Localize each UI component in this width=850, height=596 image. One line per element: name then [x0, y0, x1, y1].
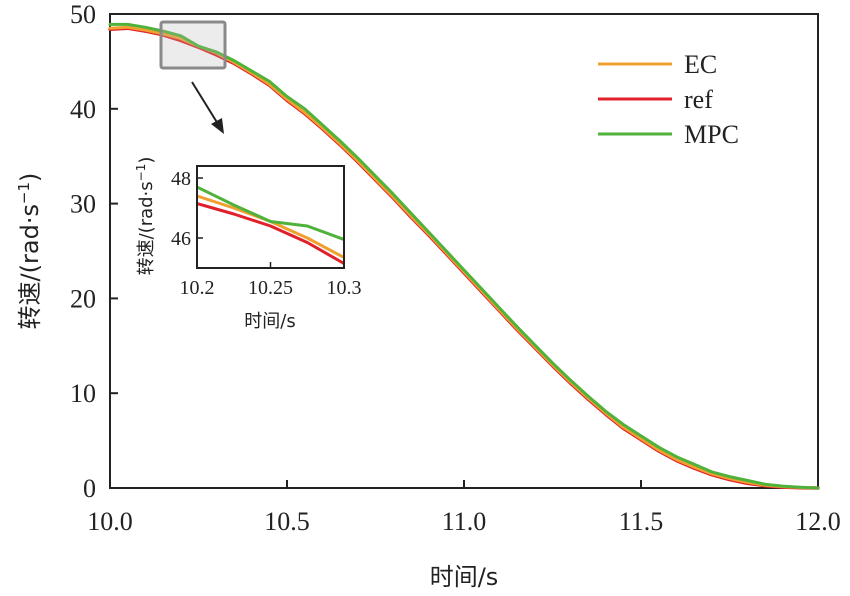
zoom-region-box — [159, 20, 227, 70]
zoom-arrow-head — [211, 118, 224, 134]
x-tick-label: 12.0 — [795, 507, 841, 536]
inset-x-axis-title: 时间/s — [244, 311, 295, 332]
inset-plot: 10.2 10.25 10.3 46 48 时间/s 转速/(rad·s−1) — [134, 157, 362, 332]
inset-y-tick-label: 46 — [171, 228, 191, 250]
legend-label-mpc: MPC — [684, 120, 739, 149]
y-tick-label: 30 — [70, 190, 96, 219]
legend: EC ref MPC — [598, 50, 739, 149]
y-tick-label: 20 — [70, 284, 96, 313]
y-tick-label: 0 — [83, 474, 96, 503]
x-axis-title: 时间/s — [430, 563, 499, 591]
inset-y-tick-label: 48 — [171, 168, 191, 190]
y-axis-title: 转速/(rad·s−1) — [15, 173, 44, 330]
x-tick-label: 10.0 — [87, 507, 133, 536]
main-ticks: 10.0 10.5 11.0 11.5 12.0 0 10 20 30 40 50 — [70, 0, 841, 536]
x-tick-label: 10.5 — [264, 507, 310, 536]
inset-ticks: 10.2 10.25 10.3 46 48 — [171, 168, 362, 299]
inset-frame — [196, 165, 345, 269]
inset-x-tick-label: 10.2 — [180, 277, 215, 299]
inset-series-line-ref — [198, 202, 343, 265]
series-line-mpc — [108, 22, 820, 490]
y-tick-label: 40 — [70, 95, 96, 124]
legend-label-ref: ref — [684, 85, 713, 114]
y-tick-label: 50 — [70, 0, 96, 29]
inset-x-tick-label: 10.25 — [248, 277, 293, 299]
main-series — [108, 22, 820, 490]
inset-x-tick-label: 10.3 — [327, 277, 362, 299]
inset-series-line-mpc — [198, 185, 343, 241]
legend-label-ec: EC — [684, 50, 717, 79]
inset-y-axis-title: 转速/(rad·s−1) — [134, 157, 157, 276]
x-tick-label: 11.5 — [619, 507, 664, 536]
inset-series — [198, 185, 343, 265]
zoom-arrow-line — [191, 81, 219, 125]
x-tick-label: 11.0 — [442, 507, 487, 536]
y-tick-label: 10 — [70, 379, 96, 408]
